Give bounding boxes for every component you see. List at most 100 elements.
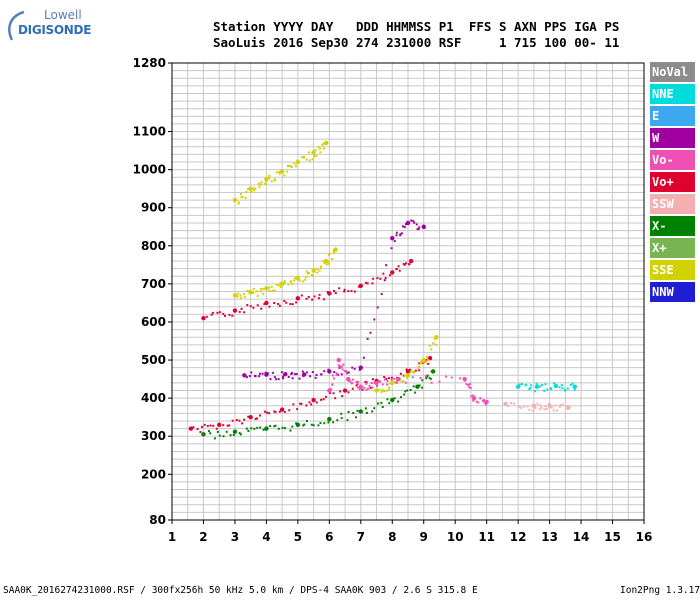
- trace-dot: [385, 264, 388, 267]
- trace-dot: [253, 427, 256, 430]
- trace-dot: [393, 397, 396, 400]
- trace-dot: [328, 252, 331, 255]
- trace-dot: [236, 295, 239, 298]
- trace-point: [566, 405, 571, 410]
- trace-vo-: [327, 357, 489, 406]
- trace-dot: [339, 365, 342, 368]
- trace-dot: [327, 261, 330, 264]
- trace-dot: [258, 182, 261, 185]
- trace-dot: [368, 384, 371, 387]
- trace-dot: [222, 435, 225, 438]
- trace-dot: [278, 304, 281, 307]
- trace-dot: [305, 371, 308, 374]
- trace-dot: [403, 263, 406, 266]
- trace-dot: [300, 294, 303, 297]
- trace-dot: [311, 274, 314, 277]
- trace-dot: [302, 280, 305, 283]
- trace-dot: [520, 383, 523, 386]
- trace-dot: [294, 165, 297, 168]
- trace-dot: [464, 379, 467, 382]
- trace-dot: [298, 377, 301, 380]
- trace-dot: [543, 408, 546, 411]
- trace-dot: [238, 310, 241, 313]
- trace-dot: [396, 379, 399, 382]
- trace-dot: [286, 170, 289, 173]
- trace-dot: [304, 276, 307, 279]
- trace-dot: [240, 307, 243, 310]
- trace-dot: [351, 366, 354, 369]
- trace-dot: [247, 290, 250, 293]
- trace-dot: [241, 196, 244, 199]
- trace-dot: [268, 286, 271, 289]
- trace-point: [408, 258, 414, 264]
- trace-dot: [289, 429, 292, 432]
- trace-point: [471, 395, 477, 401]
- trace-dot: [397, 265, 400, 268]
- trace-dot: [250, 371, 253, 374]
- trace-dot: [236, 292, 239, 295]
- trace-point: [242, 373, 247, 378]
- trace-dot: [386, 380, 389, 383]
- trace-point: [232, 293, 238, 298]
- trace-dot: [518, 383, 521, 386]
- trace-dot: [256, 417, 259, 420]
- x-tick-label: 15: [604, 530, 621, 544]
- trace-dot: [273, 289, 276, 292]
- trace-dot: [377, 402, 380, 405]
- trace-dot: [370, 381, 373, 384]
- trace-dot: [428, 377, 431, 380]
- trace-dot: [383, 378, 386, 381]
- trace-point: [415, 384, 420, 389]
- trace-dot: [316, 271, 319, 274]
- trace-dot: [268, 412, 271, 415]
- x-tick-label: 12: [510, 530, 527, 544]
- trace-dot: [529, 386, 532, 389]
- trace-dot: [313, 155, 316, 158]
- trace-dot: [340, 412, 343, 415]
- trace-dot: [312, 424, 315, 427]
- x-tick-label: 9: [420, 530, 428, 544]
- trace-dot: [426, 375, 429, 378]
- trace-dot: [512, 402, 515, 405]
- trace-dot: [472, 399, 475, 402]
- trace-dot: [305, 297, 308, 300]
- trace-dot: [531, 409, 534, 412]
- trace-dot: [259, 426, 262, 429]
- legend-item-x-: X-: [650, 216, 695, 236]
- trace-dot: [524, 384, 527, 387]
- trace-dot: [412, 385, 415, 388]
- trace-dot: [211, 311, 214, 314]
- trace-dot: [403, 226, 406, 229]
- trace-dot: [199, 431, 202, 434]
- trace-dot: [395, 267, 398, 270]
- trace-dot: [426, 358, 429, 361]
- trace-dot: [239, 433, 242, 436]
- trace-dot: [283, 280, 286, 283]
- trace-dot: [331, 257, 334, 260]
- y-tick-label: 500: [141, 353, 166, 367]
- trace-dot: [381, 389, 384, 392]
- trace-dot: [419, 362, 422, 365]
- trace-dot: [252, 306, 255, 309]
- trace-dot: [386, 389, 389, 392]
- trace-dot: [327, 421, 330, 424]
- trace-sse: [232, 247, 338, 300]
- trace-dot: [363, 386, 366, 389]
- trace-dot: [371, 378, 374, 381]
- trace-dot: [410, 219, 413, 222]
- trace-dot: [475, 400, 478, 403]
- trace-dot: [239, 193, 242, 196]
- trace-dot: [310, 423, 313, 426]
- trace-point: [279, 407, 285, 412]
- trace-dot: [356, 409, 359, 412]
- trace-dot: [380, 293, 383, 296]
- trace-dot: [253, 189, 256, 192]
- trace-point: [295, 159, 301, 165]
- trace-dot: [286, 165, 289, 168]
- trace-point: [374, 380, 379, 386]
- trace-dot: [546, 388, 549, 391]
- trace-dot: [373, 318, 376, 321]
- trace-dot: [550, 387, 553, 390]
- trace-dot: [322, 142, 325, 145]
- trace-dot: [536, 402, 539, 405]
